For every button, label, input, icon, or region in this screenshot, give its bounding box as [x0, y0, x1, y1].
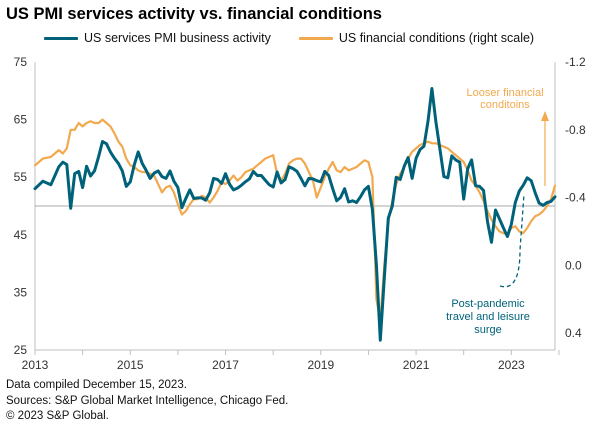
- left-tick-label: 55: [14, 170, 28, 184]
- series-line-financial-conditions: [33, 118, 557, 323]
- annotation-post-pandemic-dashed-arrow: [499, 193, 525, 288]
- x-tick-label: 2023: [498, 358, 525, 372]
- left-tick-label: 25: [14, 343, 28, 357]
- annotation-looser-line2: conditoins: [480, 99, 530, 111]
- legend-label-financial-conditions: US financial conditions (right scale): [338, 31, 535, 45]
- annotation-post-line3: surge: [474, 324, 502, 336]
- chart-title: US PMI services activity vs. financial c…: [6, 5, 382, 23]
- right-tick-label: -0.4: [565, 191, 586, 205]
- legend-label-pmi: US services PMI business activity: [84, 31, 271, 45]
- right-axis-ticks: -1.2 -0.8 -0.4 0.0 0.4: [565, 55, 586, 340]
- annotation-post-line2: travel and leisure: [446, 311, 530, 323]
- x-tick-label: 2017: [212, 358, 239, 372]
- footer: Data compiled December 15, 2023. Sources…: [6, 378, 288, 425]
- right-tick-label: -1.2: [565, 55, 586, 69]
- footer-sources: Sources: S&P Global Market Intelligence,…: [6, 394, 289, 407]
- legend-swatch-pmi: [44, 36, 78, 40]
- series-layer: [33, 87, 557, 342]
- right-tick-label: 0.0: [565, 258, 582, 272]
- right-tick-label: -0.8: [565, 123, 586, 137]
- x-tick-label: 2021: [403, 358, 430, 372]
- annotation-post-line1: Post-pandemic: [451, 298, 525, 310]
- annotation-looser-arrow-head: [541, 111, 549, 121]
- legend-item-financial-conditions: US financial conditions (right scale): [298, 31, 535, 45]
- series-line-pmi: [33, 87, 557, 342]
- legend-item-pmi: US services PMI business activity: [44, 31, 271, 45]
- right-tick-label: 0.4: [565, 326, 582, 340]
- annotation-looser-line1: Looser financial: [466, 87, 543, 99]
- footer-copyright: © 2023 S&P Global.: [6, 410, 109, 422]
- left-tick-label: 35: [14, 285, 28, 299]
- left-tick-label: 75: [14, 55, 28, 69]
- chart-legend: US services PMI business activity US fin…: [44, 31, 534, 45]
- x-tick-label: 2015: [117, 358, 144, 372]
- x-tick-label: 2013: [22, 358, 49, 372]
- x-axis-ticks: 2013 2015 2017 2019 2021 2023: [22, 350, 560, 372]
- x-tick-label: 2019: [307, 358, 334, 372]
- left-tick-label: 65: [14, 113, 28, 127]
- left-axis-ticks: 75 65 55 45 35 25: [14, 55, 28, 357]
- footer-compiled-date: Data compiled December 15, 2023.: [6, 379, 187, 391]
- legend-swatch-financial-conditions: [298, 36, 333, 40]
- left-tick-label: 45: [14, 228, 28, 242]
